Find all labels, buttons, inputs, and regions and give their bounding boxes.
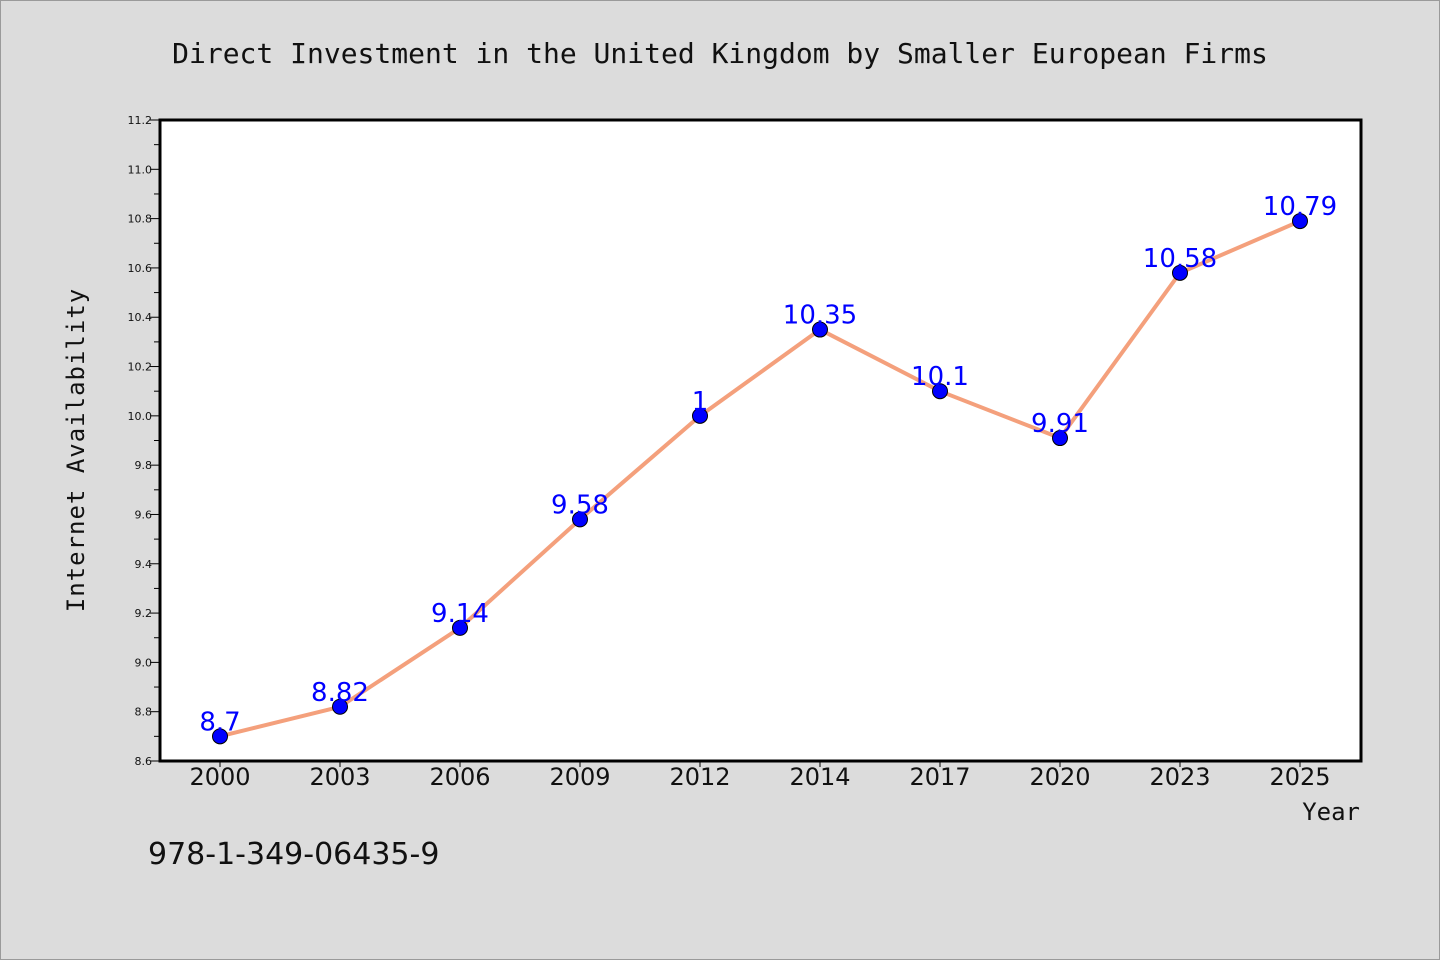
data-label: 10.79 (1263, 192, 1337, 222)
data-label: 10.58 (1143, 244, 1217, 274)
y-tick-label: 10.2 (128, 361, 153, 374)
data-label: 1 (692, 387, 709, 417)
x-tick-label: 2017 (909, 763, 970, 791)
series-group: 8.7 8.82 9.14 9.58 1 10.35 10.1 9.91 10.58 10.79 (199, 192, 1337, 745)
data-label: 10.1 (911, 362, 969, 392)
data-label: 9.58 (551, 490, 609, 520)
y-tick-label: 11.0 (128, 163, 153, 176)
data-point (812, 321, 828, 338)
y-tick-label: 10.6 (128, 262, 153, 275)
x-tick-label: 2000 (189, 763, 250, 791)
data-point (932, 383, 948, 400)
x-tick-label: 2014 (789, 763, 850, 791)
data-point (1172, 264, 1188, 281)
series-line (219, 219, 1301, 739)
data-point (452, 619, 468, 636)
y-tick-label: 10.0 (128, 410, 153, 423)
y-tick-label: 11.2 (128, 114, 153, 127)
data-point (212, 728, 228, 745)
x-axis-label: Year (1302, 798, 1360, 826)
y-tick-label: 8.6 (135, 755, 153, 768)
x-tick-label: 2023 (1149, 763, 1210, 791)
data-point (572, 511, 588, 528)
x-axis: 2000 2003 2006 2009 2012 2014 2017 2020 2023 2025 (189, 761, 1331, 791)
x-tick-label: 2009 (549, 763, 610, 791)
footnote-isbn: 978-1-349-06435-9 (148, 837, 439, 872)
data-label: 10.35 (783, 301, 857, 331)
y-axis: 8.6 8.8 9.0 9.2 9.4 9.6 9.8 10.0 10.2 10.4 10.6 10.… (128, 114, 160, 768)
x-tick-label: 2020 (1029, 763, 1090, 791)
y-tick-label: 9.2 (135, 607, 153, 620)
y-tick-label: 10.4 (128, 311, 153, 324)
y-tick-label: 10.8 (128, 213, 153, 226)
data-point (332, 698, 348, 715)
y-axis-label: Internet Availability (62, 288, 90, 612)
x-tick-label: 2006 (429, 763, 490, 791)
plot-area (158, 118, 1363, 763)
data-label: 9.91 (1031, 409, 1089, 439)
y-tick-label: 9.8 (135, 459, 153, 472)
y-tick-label: 9.6 (135, 508, 153, 521)
y-tick-label: 8.8 (135, 706, 153, 719)
data-label: 8.7 (199, 707, 240, 737)
y-tick-label: 9.4 (135, 558, 153, 571)
data-label: 8.82 (311, 678, 369, 708)
x-tick-label: 2003 (309, 763, 370, 791)
x-tick-label: 2012 (669, 763, 730, 791)
data-point (1292, 213, 1308, 230)
x-tick-label: 2025 (1269, 763, 1330, 791)
y-tick-label: 9.0 (135, 656, 153, 669)
chart-title: Direct Investment in the United Kingdom … (172, 37, 1268, 70)
data-label: 9.14 (431, 599, 489, 629)
data-point (692, 407, 708, 424)
data-point (1052, 430, 1068, 447)
